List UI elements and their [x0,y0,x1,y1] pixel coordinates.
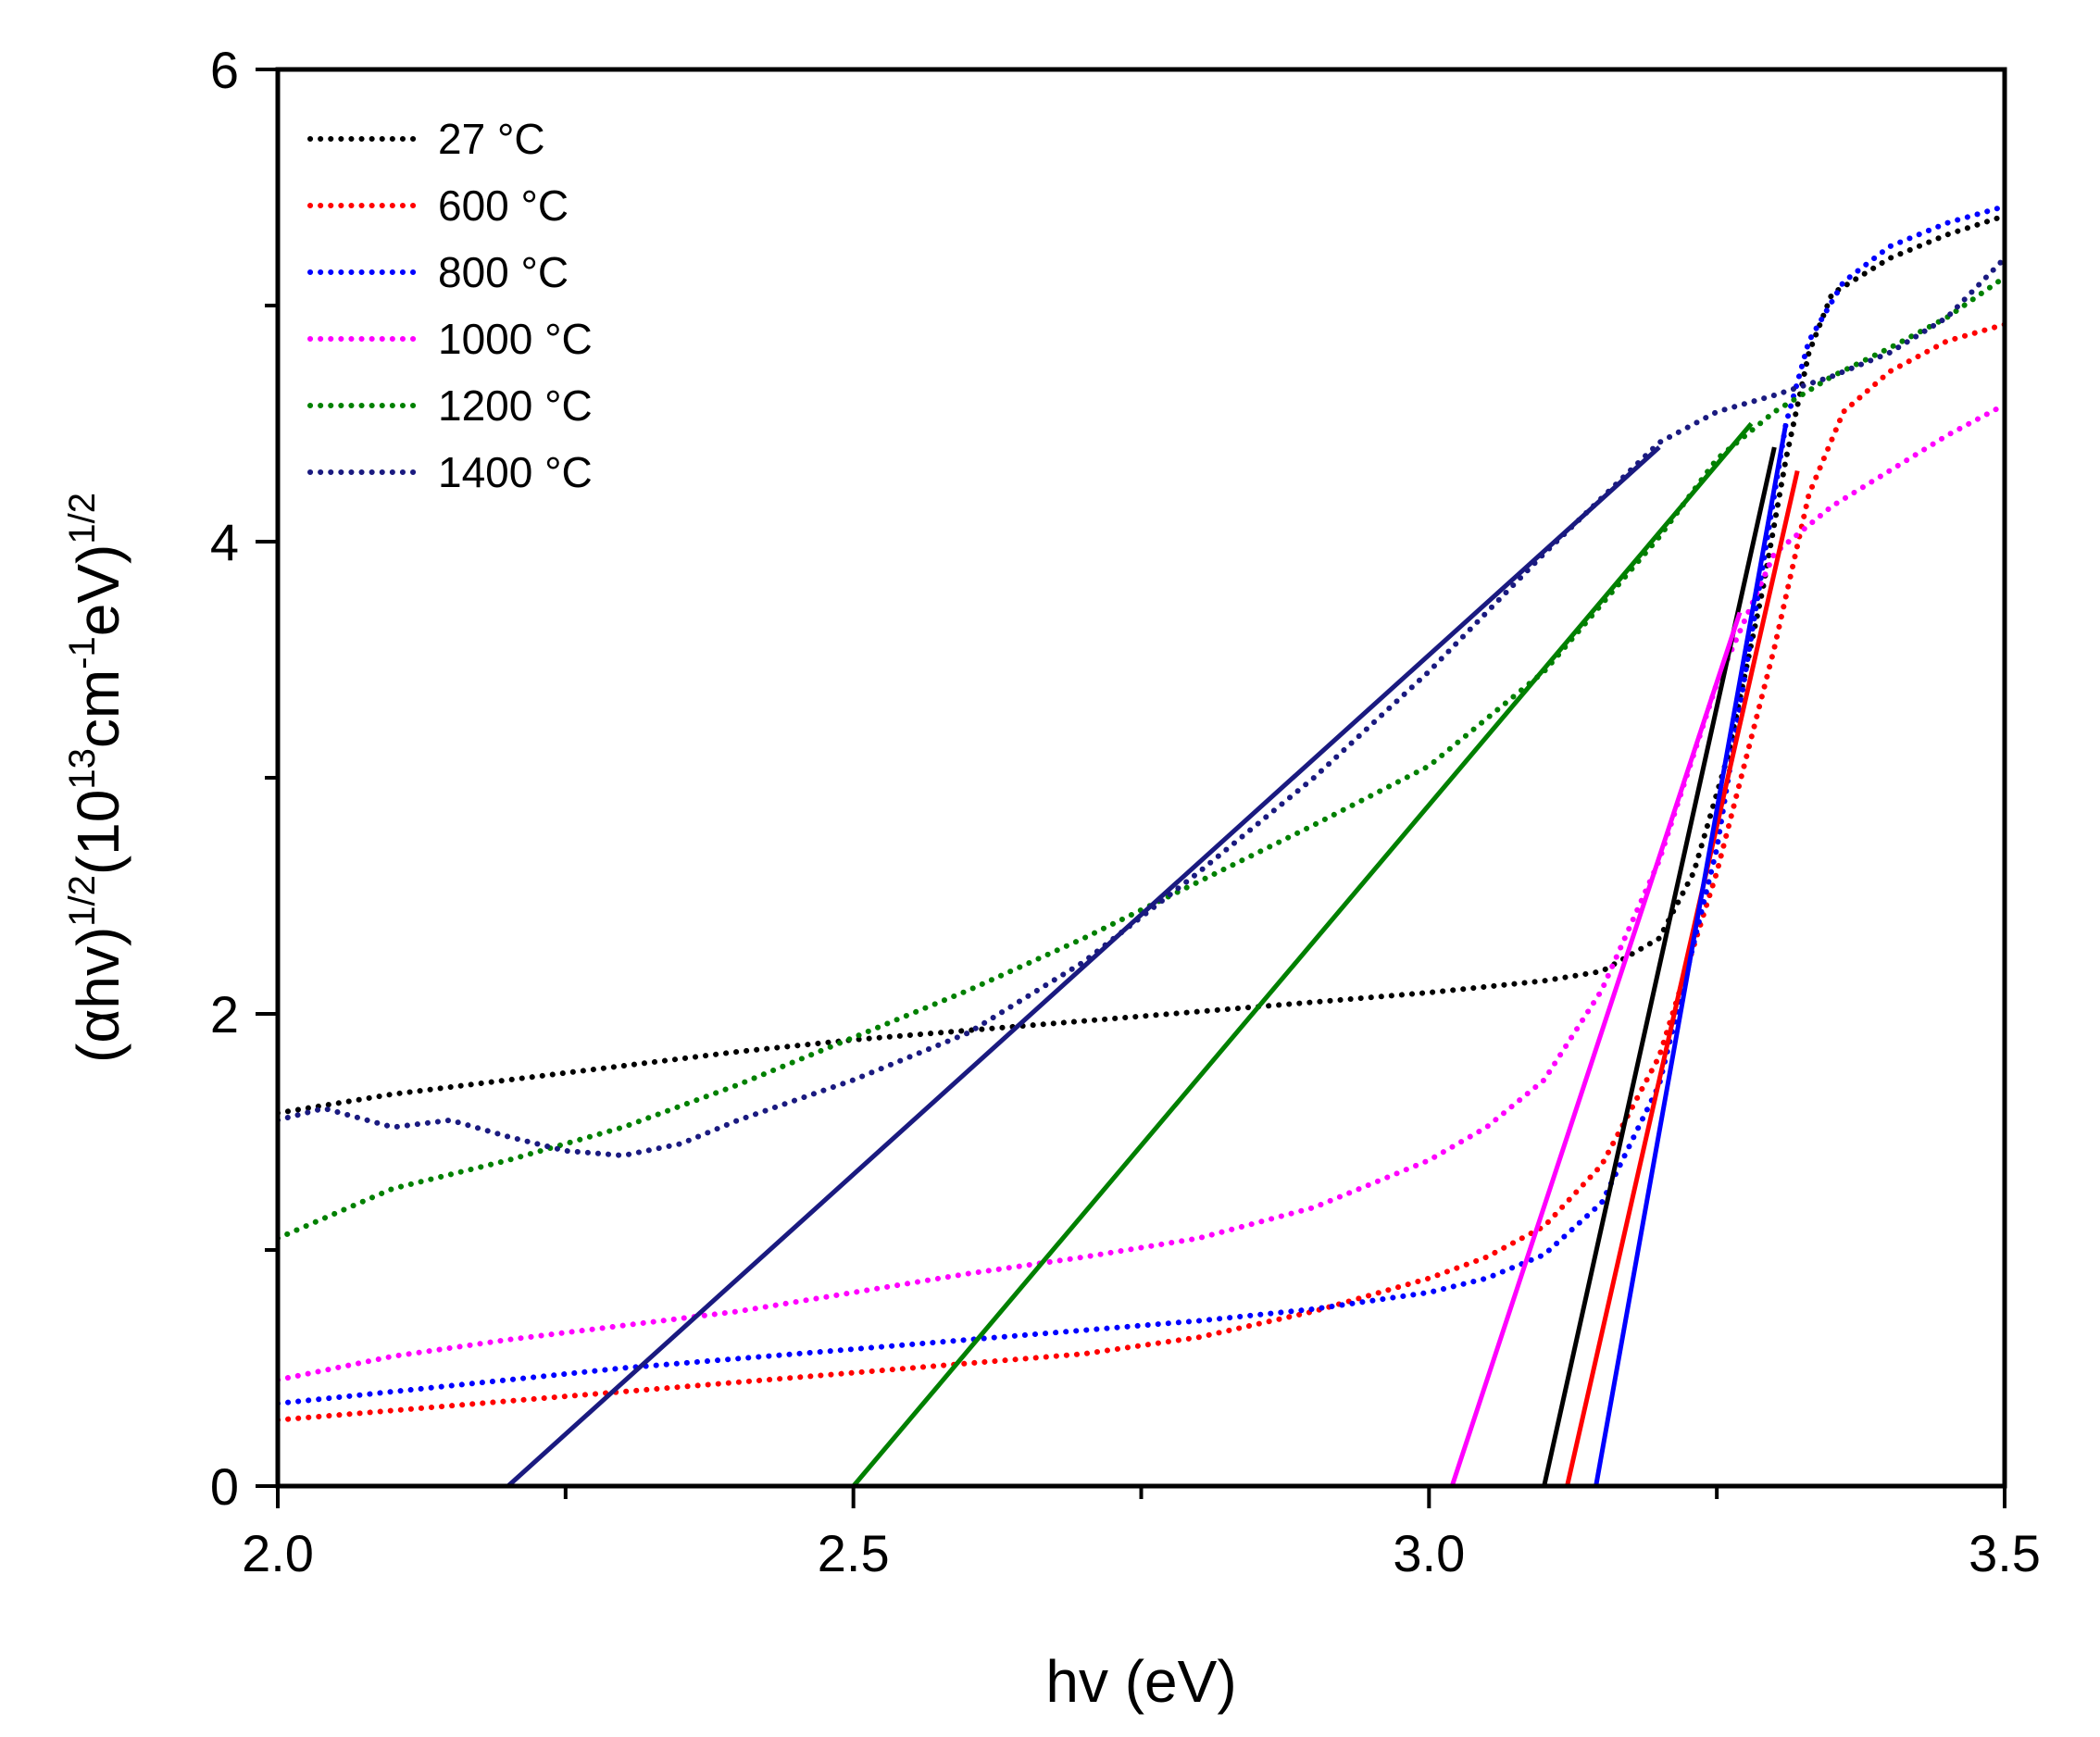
y-tick-label: 0 [210,1457,239,1516]
legend: 27 °C 600 °C 800 °C 1000 °C 1200 °C 1400 °C [307,115,593,496]
legend-label: 1400 °C [438,448,593,496]
y-tick-label: 2 [210,985,239,1043]
tick-layer: 2.0 2.5 3.0 3.5 0 2 4 6 [210,41,2041,1582]
y-title-hv: hv) [65,927,131,1009]
y-title-ev: eV) [65,544,131,637]
y-title-exp2: 1/2 [62,493,103,544]
series-line-1400c [278,256,2005,1158]
y-title-exp13: 13 [62,748,103,790]
series-line-27c [278,213,2005,1117]
fit-line-1000c [1449,611,1743,1487]
legend-label: 600 °C [438,181,569,230]
y-title-expm1: -1 [62,636,103,669]
fit-line-800c [1594,423,1789,1487]
x-axis-title: hv (eV) [1045,1648,1236,1715]
legend-label: 800 °C [438,248,569,296]
y-title-mid: (10 [65,790,131,876]
fit-layer [506,421,1800,1488]
y-title-cm: cm [65,669,131,748]
x-tick-label: 3.0 [1393,1524,1465,1582]
x-tick-label: 2.0 [242,1524,314,1582]
fit-line-1400c [506,445,1661,1488]
series-line-600c [278,321,2005,1423]
legend-label: 27 °C [438,115,545,163]
legend-label: 1000 °C [438,315,593,363]
y-title-alpha: α [65,1009,131,1043]
x-tick-label: 2.5 [818,1524,890,1582]
y-title-open: ( [65,1043,131,1063]
fit-line-600c [1565,469,1800,1487]
y-axis-title: (αhv)1/2(1013cm-1eV)1/2 [62,493,131,1063]
series-line-1000c [278,402,2005,1383]
y-title-exp1: 1/2 [62,875,103,927]
fit-line-1200c [851,421,1754,1488]
legend-label: 1200 °C [438,381,593,430]
y-tick-label: 6 [210,41,239,99]
series-layer [278,203,2005,1423]
series-line-800c [278,203,2005,1406]
y-tick-label: 4 [210,513,239,571]
series-line-1200c [278,274,2005,1242]
x-tick-label: 3.5 [1969,1524,2041,1582]
